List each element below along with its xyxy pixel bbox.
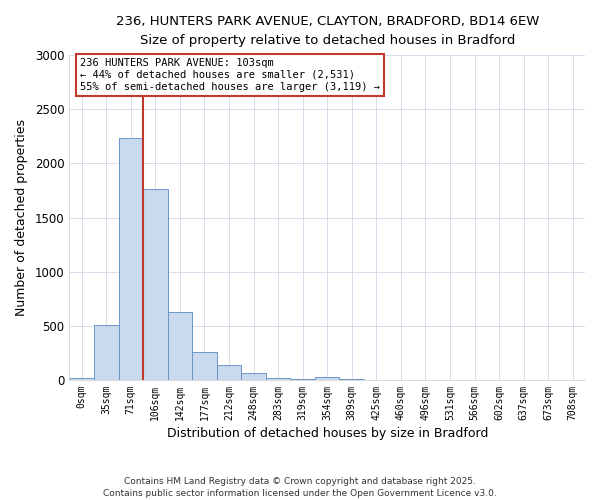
Bar [119, 138, 143, 380]
Bar [94, 324, 119, 380]
Y-axis label: Number of detached properties: Number of detached properties [15, 119, 28, 316]
Bar [192, 352, 217, 380]
Bar [70, 378, 94, 380]
X-axis label: Distribution of detached houses by size in Bradford: Distribution of detached houses by size … [167, 427, 488, 440]
Bar [241, 373, 266, 380]
Bar [143, 190, 167, 380]
Bar [217, 365, 241, 380]
Title: 236, HUNTERS PARK AVENUE, CLAYTON, BRADFORD, BD14 6EW
Size of property relative : 236, HUNTERS PARK AVENUE, CLAYTON, BRADF… [116, 15, 539, 47]
Bar [315, 376, 340, 380]
Text: Contains HM Land Registry data © Crown copyright and database right 2025.
Contai: Contains HM Land Registry data © Crown c… [103, 476, 497, 498]
Bar [167, 312, 192, 380]
Text: 236 HUNTERS PARK AVENUE: 103sqm
← 44% of detached houses are smaller (2,531)
55%: 236 HUNTERS PARK AVENUE: 103sqm ← 44% of… [80, 58, 380, 92]
Bar [266, 378, 290, 380]
